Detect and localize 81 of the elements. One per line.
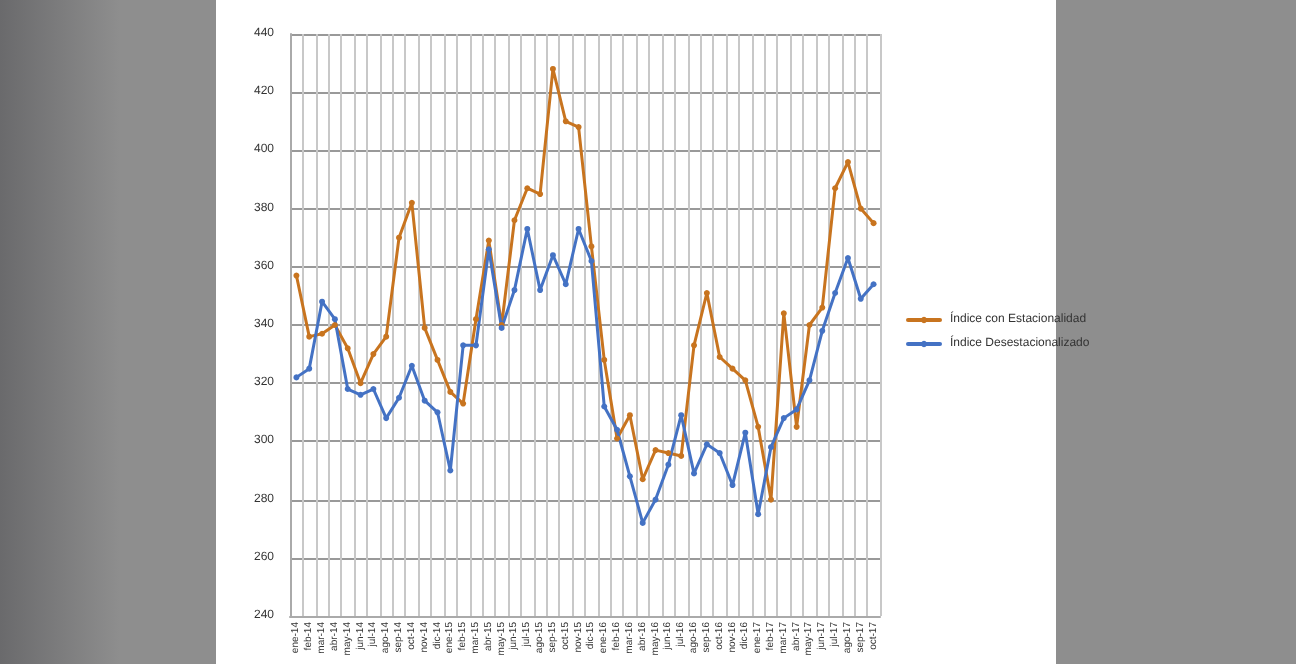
point (703, 289, 710, 296)
point (408, 199, 415, 206)
point (344, 386, 351, 393)
point (421, 324, 428, 331)
point (434, 356, 441, 363)
point (575, 124, 582, 131)
point (421, 397, 428, 404)
point (691, 470, 698, 477)
point (729, 482, 736, 489)
point (575, 225, 582, 232)
point (819, 327, 826, 334)
point (588, 257, 595, 264)
point (293, 374, 300, 381)
point (742, 377, 749, 384)
point (832, 185, 839, 192)
point (357, 391, 364, 398)
point (665, 450, 672, 457)
point (780, 310, 787, 317)
point (460, 400, 467, 407)
point (601, 356, 608, 363)
point (639, 519, 646, 526)
point (383, 333, 390, 340)
point (626, 473, 633, 480)
point (319, 330, 326, 337)
point (832, 289, 839, 296)
point (806, 322, 813, 328)
point (537, 191, 544, 198)
point (793, 406, 800, 413)
point (396, 394, 403, 401)
point (562, 118, 569, 125)
point (626, 412, 633, 419)
point (408, 362, 415, 369)
point (447, 388, 454, 395)
point (780, 415, 787, 422)
point (857, 295, 864, 302)
point (614, 435, 621, 442)
point (742, 429, 749, 436)
point (857, 205, 864, 212)
point (306, 365, 313, 372)
point (806, 377, 813, 384)
line-series (293, 65, 877, 503)
point (562, 281, 569, 288)
point (460, 342, 467, 349)
point (370, 351, 377, 358)
point (639, 476, 646, 483)
point (691, 342, 698, 349)
point (396, 234, 403, 241)
point (511, 287, 518, 294)
point (357, 380, 364, 387)
point (524, 185, 531, 192)
line-series (293, 225, 877, 526)
point (870, 220, 877, 227)
point (588, 243, 595, 250)
point (678, 452, 685, 459)
point (511, 217, 518, 224)
point (678, 412, 685, 419)
point (755, 511, 762, 518)
point (331, 316, 338, 323)
point (793, 423, 800, 430)
point (870, 281, 877, 288)
point (331, 322, 338, 328)
point (665, 461, 672, 468)
point (703, 441, 710, 448)
point (485, 246, 492, 253)
point (524, 225, 531, 232)
point (485, 237, 492, 244)
point (716, 354, 723, 361)
point (293, 272, 300, 279)
point (614, 426, 621, 433)
point (344, 345, 351, 352)
point (383, 415, 390, 422)
point (767, 496, 774, 503)
point (652, 447, 659, 454)
point (306, 333, 313, 340)
point (601, 403, 608, 410)
point (370, 386, 377, 393)
point (716, 450, 723, 457)
point (472, 316, 479, 323)
point (434, 409, 441, 416)
point (472, 342, 479, 349)
point (755, 423, 762, 430)
